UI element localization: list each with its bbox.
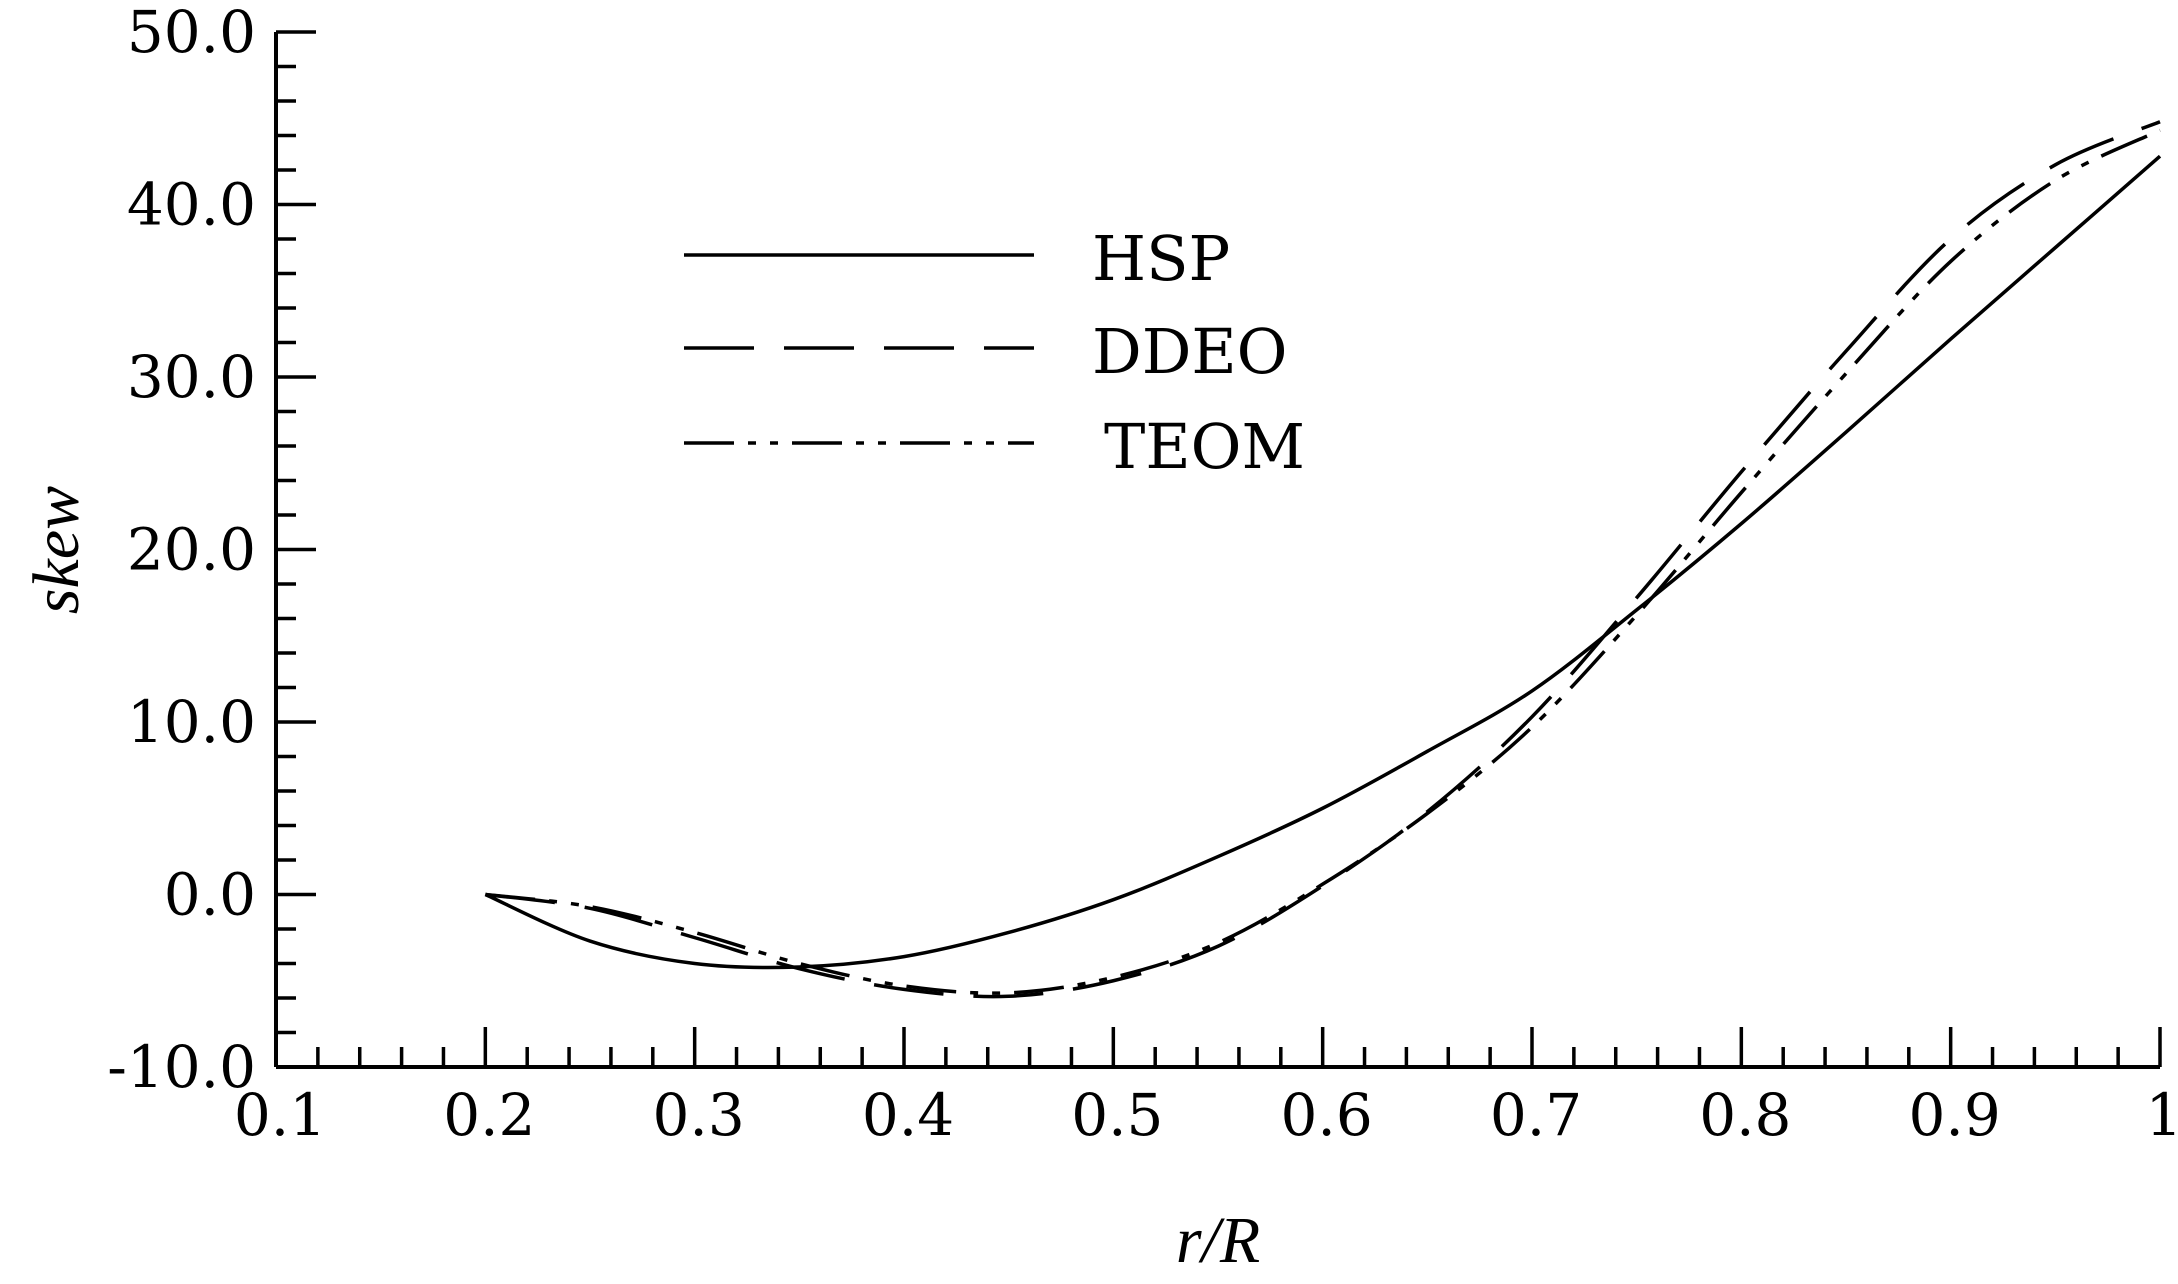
- x-axis-title: r/R: [1176, 1204, 1260, 1277]
- series-line-ddeo: [485, 120, 2161, 999]
- x-tick-label: 0.3: [653, 1081, 745, 1149]
- x-tick-label: 0.4: [862, 1081, 954, 1149]
- x-tick-label: 0.7: [1490, 1081, 1582, 1149]
- legend-item-hsp: HSP: [684, 222, 1230, 295]
- y-tick-label: 10.0: [127, 688, 256, 756]
- x-tick-label: 0.5: [1071, 1081, 1163, 1149]
- x-tick-label: 0.9: [1909, 1081, 2001, 1149]
- series-line-teom: [485, 128, 2161, 995]
- y-tick-label: 0.0: [164, 861, 256, 929]
- x-ticks: 0.1 0.2 0.3 0.4 0.5 0.6 0.7 0.8 0.9 1: [234, 1027, 2178, 1149]
- legend-label-hsp: HSP: [1092, 222, 1230, 295]
- y-axis-title: skew: [20, 486, 93, 614]
- legend-label-ddeo: DDEO: [1092, 315, 1288, 388]
- series-line-hsp: [484, 154, 2162, 970]
- x-tick-label: 0.2: [443, 1081, 535, 1149]
- y-ticks: -10.0 0.0 10.0 20.0 30.0 40.0 50.0: [107, 0, 316, 1101]
- legend-label-teom: TEOM: [1104, 410, 1305, 483]
- x-tick-label: 0.8: [1699, 1081, 1791, 1149]
- series-layer: [484, 120, 2162, 999]
- y-tick-label: 40.0: [127, 171, 256, 239]
- legend: HSP DDEO TEOM: [684, 222, 1305, 483]
- legend-item-ddeo: DDEO: [684, 315, 1288, 388]
- y-tick-label: 20.0: [127, 516, 256, 584]
- x-tick-label: 0.1: [234, 1081, 326, 1149]
- legend-item-teom: TEOM: [684, 410, 1305, 483]
- y-tick-label: 50.0: [127, 0, 256, 66]
- y-tick-label: 30.0: [127, 343, 256, 411]
- x-tick-label: 0.6: [1281, 1081, 1373, 1149]
- x-tick-label: 1: [2146, 1081, 2178, 1149]
- y-tick-label: -10.0: [107, 1033, 256, 1101]
- plot-frame: [274, 32, 2160, 1069]
